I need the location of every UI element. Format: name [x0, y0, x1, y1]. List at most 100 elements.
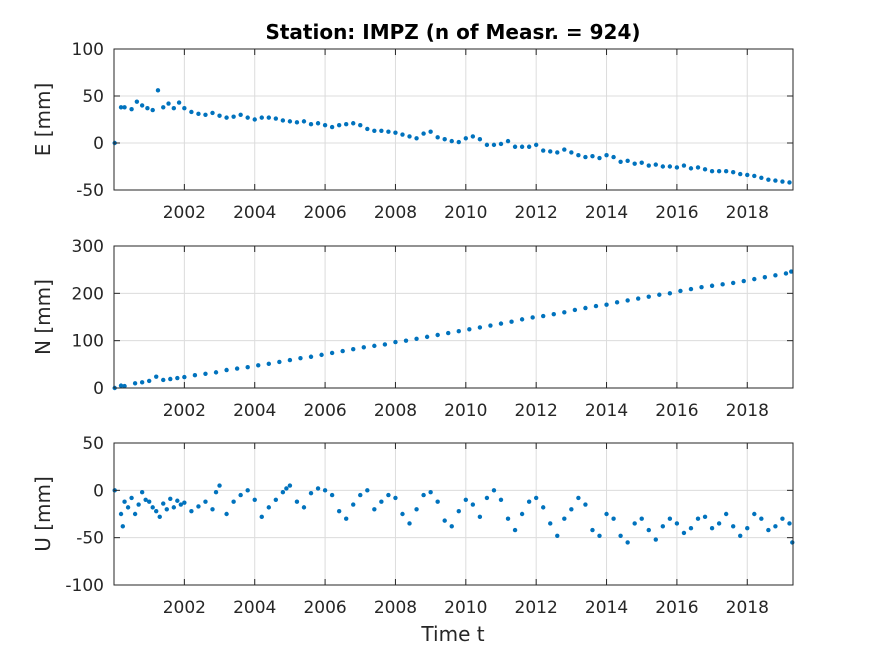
data-point-e [182, 106, 187, 111]
data-point-n [168, 376, 173, 382]
data-point-n [277, 359, 282, 365]
data-point-e [512, 144, 518, 149]
data-point-n [122, 383, 127, 389]
data-point-u [484, 495, 490, 501]
data-point-u [583, 502, 588, 507]
data-point-e [155, 88, 161, 93]
data-point-u [136, 502, 141, 507]
data-point-u [210, 507, 215, 512]
data-point-e [548, 149, 553, 154]
data-point-n [678, 288, 683, 294]
data-point-u [780, 516, 785, 521]
y-tick-label: 50 [82, 434, 104, 454]
data-point-u [161, 501, 166, 506]
data-point-u [273, 497, 279, 502]
data-point-u [667, 516, 673, 521]
data-point-u [773, 524, 778, 529]
data-point-u [541, 505, 546, 510]
data-point-u [122, 499, 127, 504]
axes-frame-e [113, 48, 794, 191]
data-point-n [456, 329, 461, 334]
data-point-e [576, 153, 581, 158]
data-point-n [752, 276, 757, 282]
y-axis-label-u: U [mm] [31, 476, 55, 552]
y-tick-label: 50 [82, 87, 104, 107]
x-tick-label: 2004 [233, 598, 276, 618]
data-point-e [166, 101, 171, 106]
data-point-e [231, 114, 236, 119]
x-axis-label: Time t [420, 622, 484, 646]
data-point-u [203, 499, 208, 504]
data-point-n [583, 305, 588, 311]
data-point-u [745, 526, 750, 531]
data-point-e [122, 105, 127, 110]
data-point-u [280, 490, 286, 495]
data-point-u [365, 488, 370, 493]
data-point-n [646, 294, 651, 299]
data-point-e [176, 100, 182, 105]
data-point-u [245, 488, 250, 493]
x-tick-label: 2014 [585, 598, 628, 618]
data-point-u [491, 488, 497, 493]
data-point-n [351, 346, 356, 352]
data-point-n [298, 355, 303, 361]
data-point-u [421, 492, 426, 498]
data-point-e [787, 180, 792, 185]
data-point-e [145, 106, 150, 111]
data-point-e [379, 128, 384, 133]
data-point-u [164, 507, 169, 512]
data-point-e [498, 141, 504, 147]
data-point-u [590, 527, 595, 533]
data-point-u [189, 508, 194, 514]
data-point-n [562, 310, 567, 315]
data-point-u [709, 526, 715, 531]
data-point-n [146, 378, 152, 384]
data-point-e [555, 150, 560, 155]
data-point-u [442, 518, 447, 523]
x-tick-label: 2012 [515, 598, 558, 618]
data-point-u [723, 511, 729, 517]
x-tick-label: 2002 [163, 401, 206, 421]
data-point-n [741, 278, 746, 284]
data-point-e [463, 136, 469, 141]
data-point-u [526, 499, 532, 504]
data-point-n [498, 321, 504, 326]
y-tick-label: 300 [72, 237, 104, 257]
data-point-e [129, 106, 134, 112]
data-point-e [365, 126, 370, 132]
data-point-e [484, 142, 490, 148]
data-point-e [695, 165, 701, 170]
x-tick-label: 2018 [726, 401, 769, 421]
data-point-u [393, 495, 398, 501]
y-axis-label-e: E [mm] [31, 83, 55, 157]
data-point-e [171, 106, 177, 111]
data-point-u [787, 521, 792, 526]
data-point-e [301, 119, 307, 124]
data-point-n [657, 292, 662, 297]
y-tick-label: 0 [93, 134, 104, 154]
data-point-e [674, 165, 680, 170]
axes-frame-u [113, 442, 794, 586]
data-point-u [146, 499, 152, 504]
data-point-u [294, 499, 300, 504]
data-point-u [336, 508, 342, 514]
figure-title: Station: IMPZ (n of Measr. = 924) [265, 20, 640, 44]
data-point-e [344, 122, 349, 127]
data-point-n [625, 298, 630, 303]
data-point-u [716, 521, 722, 526]
y-tick-label: 0 [93, 481, 104, 501]
data-point-u [695, 516, 701, 521]
data-point-n [435, 332, 440, 338]
data-point-u [569, 507, 574, 512]
data-point-e [745, 172, 750, 178]
data-point-e [245, 115, 250, 120]
data-point-u [400, 511, 405, 517]
data-point-u [238, 492, 243, 498]
data-point-e [533, 142, 539, 148]
data-point-u [604, 511, 609, 517]
data-point-e [688, 166, 694, 171]
data-point-n [593, 303, 599, 309]
data-point-n [541, 313, 546, 319]
data-point-e [435, 135, 440, 140]
